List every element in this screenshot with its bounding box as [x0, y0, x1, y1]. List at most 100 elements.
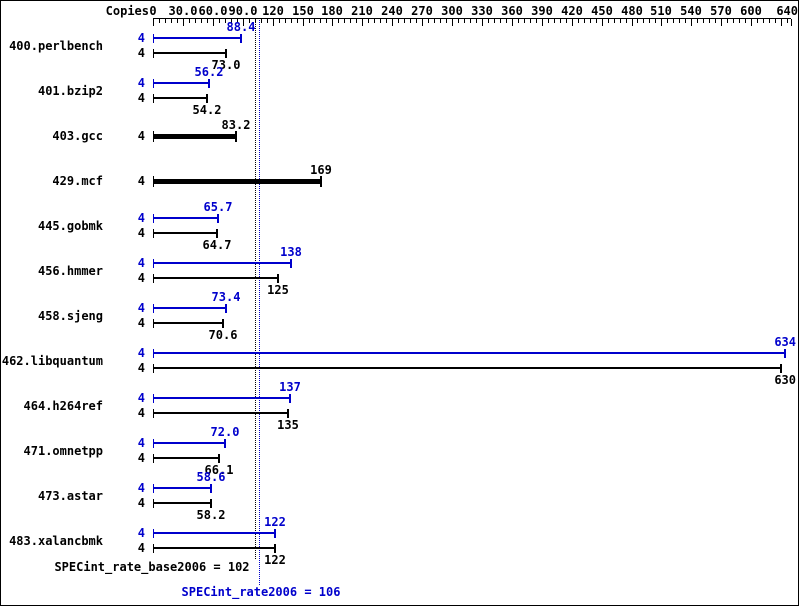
axis-tick-label: 90.0 [228, 4, 258, 18]
axis-tick [452, 19, 453, 26]
copies-label: 4 [137, 406, 145, 420]
axis-tick [751, 19, 752, 26]
axis-tick [326, 19, 327, 23]
axis-tick [464, 19, 465, 23]
axis-tick-label: 60.0 [198, 4, 228, 18]
axis-tick [542, 19, 543, 26]
axis-tick-label: 120 [262, 4, 284, 18]
axis-tick [338, 19, 339, 23]
axis-tick [470, 19, 471, 23]
axis-tick [476, 19, 477, 23]
bar-start-cap [153, 131, 154, 142]
axis-tick [655, 19, 656, 23]
bar-peak [153, 352, 785, 354]
copies-label: 4 [137, 361, 145, 375]
axis-tick [356, 19, 357, 23]
benchmark-label: 401.bzip2 [37, 84, 103, 98]
axis-tick-label: 0 [149, 4, 157, 18]
bar-value-label: 138 [280, 245, 302, 259]
axis-tick [159, 19, 160, 23]
bar-end-cap [287, 409, 289, 418]
axis-tick [171, 19, 172, 23]
axis-tick [225, 19, 226, 23]
bar-base [153, 97, 207, 99]
bar-start-cap [153, 454, 154, 463]
axis-tick [757, 19, 758, 23]
bar-end-cap [320, 176, 322, 187]
axis-tick [320, 19, 321, 23]
axis-tick [584, 19, 585, 23]
bar-peak [153, 397, 290, 399]
bar-peak [153, 532, 275, 534]
benchmark-label: 464.h264ref [23, 399, 103, 413]
copies-label: 4 [137, 346, 145, 360]
axis-tick-label: 570 [710, 4, 732, 18]
bar-end-cap [784, 349, 786, 358]
copies-label: 4 [137, 129, 145, 143]
bar-start-cap [153, 79, 154, 88]
bar-end-cap [222, 319, 224, 328]
axis-tick [775, 19, 776, 23]
bar-base [153, 367, 781, 369]
bar-start-cap [153, 484, 154, 493]
axis-tick [350, 19, 351, 23]
axis-tick [506, 19, 507, 23]
bar-start-cap [153, 439, 154, 448]
axis-tick [590, 19, 591, 23]
axis-tick-label: 180 [321, 4, 343, 18]
bar-start-cap [153, 94, 154, 103]
axis-tick [291, 19, 292, 23]
bar-start-cap [153, 529, 154, 538]
axis-tick [667, 19, 668, 23]
axis-line [153, 18, 791, 19]
axis-tick [685, 19, 686, 23]
axis-tick [596, 19, 597, 23]
axis-tick [297, 19, 298, 23]
copies-label: 4 [137, 256, 145, 270]
axis-tick [416, 19, 417, 23]
axis-tick [524, 19, 525, 23]
bar-value-label: 64.7 [202, 238, 232, 252]
copies-label: 4 [137, 46, 145, 60]
axis-tick [374, 19, 375, 23]
bar-end-cap [206, 94, 208, 103]
copies-label: 4 [137, 451, 145, 465]
axis-tick [709, 19, 710, 23]
axis-tick-label: 510 [650, 4, 672, 18]
bar-peak [153, 82, 209, 84]
bar-end-cap [210, 499, 212, 508]
bar-base [153, 502, 211, 504]
axis-tick-label: 540 [680, 4, 702, 18]
axis-tick [213, 19, 214, 26]
bar-end-cap [274, 529, 276, 538]
axis-tick [781, 19, 782, 26]
axis-tick [422, 19, 423, 26]
axis-tick [791, 19, 792, 26]
bar-value-label: 137 [279, 380, 301, 394]
axis-tick [614, 19, 615, 23]
axis-tick [673, 19, 674, 23]
axis-tick [733, 19, 734, 23]
axis-tick [207, 19, 208, 23]
bar-base [153, 52, 226, 54]
axis-tick [243, 19, 244, 26]
axis-tick-label: 390 [531, 4, 553, 18]
bar-base [153, 457, 219, 459]
bar-end-cap [218, 454, 220, 463]
bar-end-cap [217, 214, 219, 223]
bar-value-label: 135 [277, 418, 299, 432]
axis-tick-label: 210 [351, 4, 373, 18]
bar-value-label: 630 [774, 373, 796, 387]
copies-label: 4 [137, 526, 145, 540]
axis-tick [739, 19, 740, 23]
axis-tick-label: 240 [381, 4, 403, 18]
copies-label: 4 [137, 91, 145, 105]
copies-label: 4 [137, 76, 145, 90]
axis-tick [392, 19, 393, 26]
peak-result-text: SPECint_rate2006 = 106 [181, 585, 341, 599]
bar-start-cap [153, 259, 154, 268]
bar-value-label: 125 [267, 283, 289, 297]
axis-tick [183, 19, 184, 26]
bar-value-label: 58.2 [196, 508, 226, 522]
